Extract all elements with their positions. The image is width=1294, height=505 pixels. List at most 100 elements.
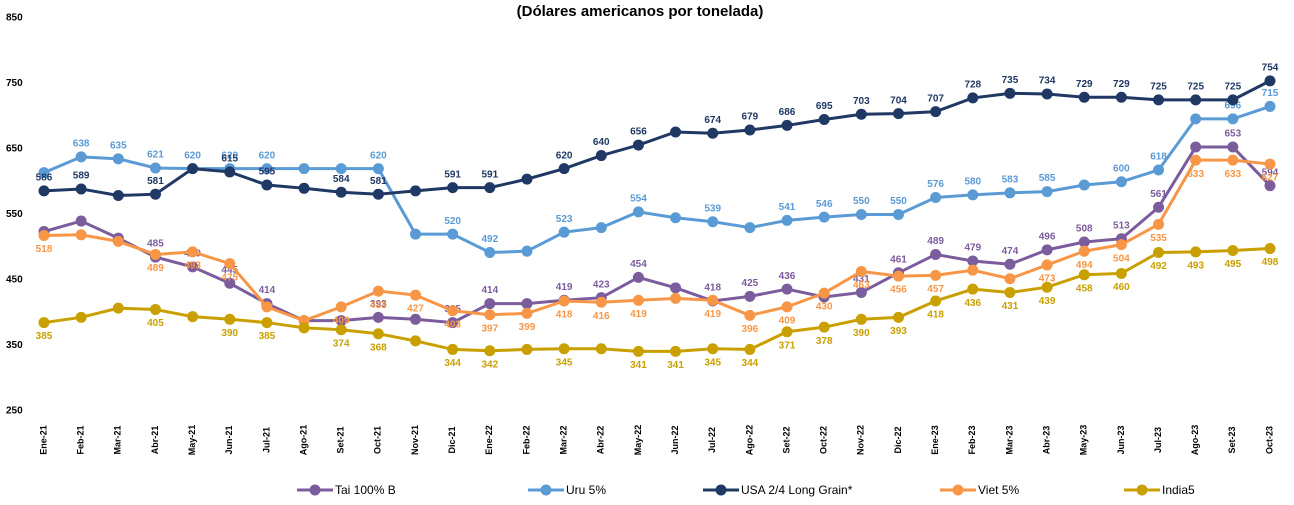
data-point xyxy=(1227,141,1239,153)
data-point xyxy=(558,226,570,238)
data-label: 439 xyxy=(1039,296,1056,307)
data-point xyxy=(744,290,756,302)
data-point xyxy=(632,271,644,283)
data-label: 403 xyxy=(444,319,461,330)
data-label: 344 xyxy=(742,358,759,369)
data-label: 729 xyxy=(1076,79,1093,90)
data-point xyxy=(149,303,161,315)
data-point xyxy=(1115,176,1127,188)
data-point xyxy=(298,182,310,194)
data-point xyxy=(521,307,533,319)
data-point xyxy=(1078,236,1090,248)
data-label: 734 xyxy=(1039,76,1056,87)
y-tick-label: 450 xyxy=(6,275,23,286)
data-label: 409 xyxy=(779,315,796,326)
data-point xyxy=(1264,100,1276,112)
data-label: 371 xyxy=(779,340,796,351)
x-tick-label: Abr-21 xyxy=(150,426,160,455)
data-point xyxy=(447,182,459,194)
data-point xyxy=(1227,94,1239,106)
series-line xyxy=(43,105,1271,255)
data-label: 591 xyxy=(444,169,461,180)
data-point xyxy=(1227,113,1239,125)
data-point xyxy=(781,283,793,295)
data-point xyxy=(744,222,756,234)
data-label: 707 xyxy=(927,93,944,104)
data-label: 581 xyxy=(370,176,387,187)
data-point xyxy=(521,173,533,185)
data-point xyxy=(298,163,310,175)
data-point xyxy=(149,162,161,174)
data-label: 390 xyxy=(853,328,870,339)
data-point xyxy=(484,182,496,194)
data-label: 621 xyxy=(147,150,164,161)
data-point xyxy=(112,302,124,314)
data-point xyxy=(410,335,422,347)
data-label: 390 xyxy=(221,328,238,339)
x-tick-label: Set-23 xyxy=(1227,426,1237,453)
data-point xyxy=(335,186,347,198)
data-label: 498 xyxy=(1262,257,1279,268)
legend-marker xyxy=(715,484,727,496)
data-label: 620 xyxy=(370,150,387,161)
data-point xyxy=(595,150,607,162)
data-label: 686 xyxy=(779,107,796,118)
data-label: 728 xyxy=(964,80,981,91)
legend-label: Tai 100% B xyxy=(335,483,396,497)
data-point xyxy=(855,286,867,298)
data-label: 627 xyxy=(1262,173,1279,184)
data-point xyxy=(670,345,682,357)
data-label: 489 xyxy=(147,263,164,274)
data-point xyxy=(892,209,904,220)
legend-item: India5 xyxy=(1124,483,1195,497)
legend-item: USA 2/4 Long Grain* xyxy=(703,483,853,497)
data-point xyxy=(967,283,979,295)
data-point xyxy=(261,179,273,191)
data-label: 436 xyxy=(779,271,796,282)
data-point xyxy=(930,106,942,118)
data-label: 653 xyxy=(1225,129,1242,140)
x-tick-label: Abr-23 xyxy=(1041,426,1051,455)
data-point xyxy=(372,285,384,297)
data-point xyxy=(1190,94,1202,106)
x-tick-label: Jun-23 xyxy=(1116,425,1126,454)
data-point xyxy=(707,216,719,228)
data-point xyxy=(930,295,942,307)
data-point xyxy=(372,328,384,340)
data-label: 696 xyxy=(1225,101,1242,112)
data-point xyxy=(484,298,496,310)
data-label: 445 xyxy=(221,265,238,276)
data-label: 492 xyxy=(481,234,498,245)
data-point xyxy=(818,321,830,333)
data-label: 620 xyxy=(221,150,238,161)
x-tick-label: Ene-23 xyxy=(930,425,940,455)
data-point xyxy=(1264,180,1276,192)
data-point xyxy=(1153,218,1165,230)
data-point xyxy=(1115,91,1127,103)
data-point xyxy=(521,245,533,257)
data-point xyxy=(855,265,867,277)
data-label: 518 xyxy=(36,244,53,255)
data-point xyxy=(558,163,570,175)
data-point xyxy=(1264,158,1276,170)
y-tick-label: 350 xyxy=(6,340,23,351)
data-label: 430 xyxy=(816,302,833,313)
x-tick-label: Jul-21 xyxy=(261,427,271,453)
data-label: 504 xyxy=(1113,253,1130,264)
data-label: 399 xyxy=(519,322,536,333)
data-point xyxy=(75,183,87,195)
data-point xyxy=(670,282,682,294)
data-point xyxy=(967,189,979,201)
data-point xyxy=(447,305,459,317)
x-tick-label: May-22 xyxy=(633,425,643,456)
data-point xyxy=(1004,286,1016,298)
data-label: 580 xyxy=(964,176,981,187)
data-label: 674 xyxy=(704,115,721,126)
data-point xyxy=(521,298,533,310)
x-tick-label: Nov-21 xyxy=(410,425,420,455)
data-point xyxy=(187,246,199,258)
data-point xyxy=(1190,246,1202,258)
x-tick-label: Mar-21 xyxy=(113,425,123,454)
data-point xyxy=(38,185,50,197)
